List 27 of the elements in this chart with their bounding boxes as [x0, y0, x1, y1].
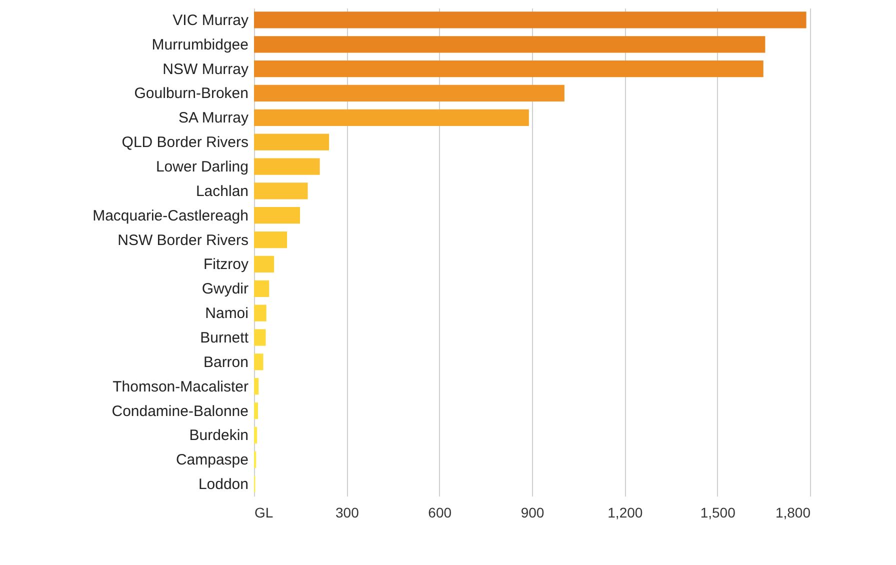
x-tick-label: 300: [335, 504, 360, 520]
y-tick-label: Gwydir: [202, 280, 249, 298]
x-tick-label: 900: [520, 504, 544, 520]
y-tick-label: Murrumbidgee: [152, 36, 248, 54]
y-tick-label: VIC Murray: [172, 12, 249, 29]
x-tick-label: 1,800: [775, 504, 811, 520]
y-tick-label: Macquarie-Castlereagh: [92, 207, 248, 224]
y-tick-label: Thomson-Macalister: [112, 378, 248, 396]
y-tick-label: Condamine-Balonne: [112, 402, 248, 420]
y-tick-label: Campaspe: [176, 452, 248, 469]
y-tick-label: Namoi: [205, 305, 248, 322]
y-tick-label: Burnett: [200, 329, 250, 346]
x-tick-label: GL: [254, 504, 274, 520]
y-tick-label: NSW Border Rivers: [118, 232, 248, 249]
y-tick-label: Lower Darling: [156, 158, 248, 176]
y-tick-label: Loddon: [198, 476, 248, 494]
y-tick-label: Burdekin: [189, 427, 248, 444]
y-tick-label: Goulburn-Broken: [134, 85, 248, 102]
x-tick-label: 600: [428, 504, 452, 520]
x-tick-label: 1,500: [700, 504, 736, 520]
y-tick-label: Barron: [203, 354, 248, 371]
y-tick-label: NSW Murray: [162, 60, 249, 78]
y-tick-label: Lachlan: [196, 182, 248, 200]
y-tick-label: QLD Border Rivers: [122, 134, 248, 152]
x-tick-label: 1,200: [608, 504, 643, 520]
y-tick-label: Fitzroy: [204, 256, 249, 274]
y-tick-label: SA Murray: [178, 110, 249, 127]
